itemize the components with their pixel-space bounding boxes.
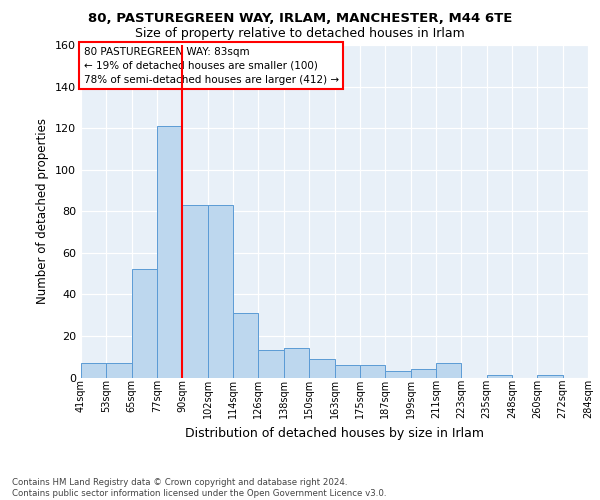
- Bar: [360, 365, 385, 378]
- Bar: [487, 376, 512, 378]
- Bar: [132, 270, 157, 378]
- Bar: [436, 363, 461, 378]
- Bar: [208, 205, 233, 378]
- Text: Contains HM Land Registry data © Crown copyright and database right 2024.
Contai: Contains HM Land Registry data © Crown c…: [12, 478, 386, 498]
- Bar: [309, 359, 335, 378]
- Bar: [106, 363, 132, 378]
- Bar: [259, 350, 284, 378]
- Bar: [233, 313, 259, 378]
- Bar: [81, 363, 106, 378]
- Bar: [385, 372, 410, 378]
- Text: 80, PASTUREGREEN WAY, IRLAM, MANCHESTER, M44 6TE: 80, PASTUREGREEN WAY, IRLAM, MANCHESTER,…: [88, 12, 512, 26]
- Bar: [157, 126, 182, 378]
- Bar: [410, 369, 436, 378]
- Y-axis label: Number of detached properties: Number of detached properties: [37, 118, 49, 304]
- Bar: [284, 348, 309, 378]
- X-axis label: Distribution of detached houses by size in Irlam: Distribution of detached houses by size …: [185, 426, 484, 440]
- Text: 80 PASTUREGREEN WAY: 83sqm
← 19% of detached houses are smaller (100)
78% of sem: 80 PASTUREGREEN WAY: 83sqm ← 19% of deta…: [83, 46, 338, 84]
- Bar: [182, 205, 208, 378]
- Bar: [538, 376, 563, 378]
- Bar: [335, 365, 360, 378]
- Text: Size of property relative to detached houses in Irlam: Size of property relative to detached ho…: [135, 28, 465, 40]
